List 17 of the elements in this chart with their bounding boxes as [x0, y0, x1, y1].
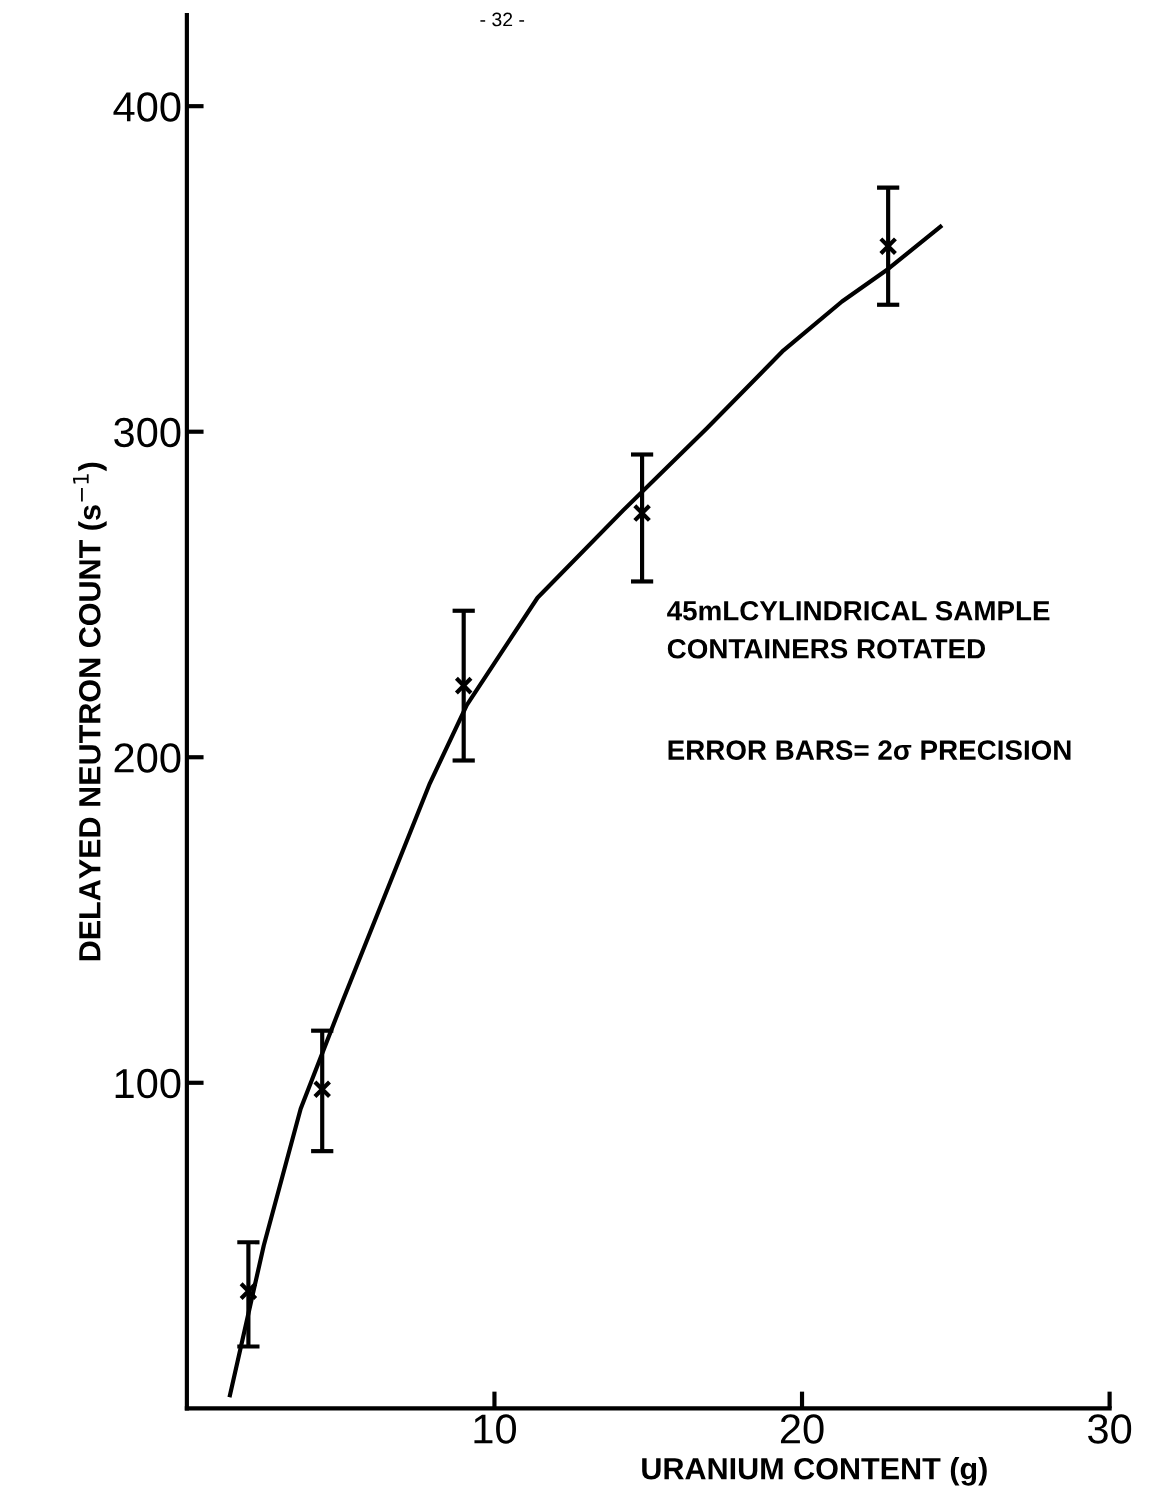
point [312, 1079, 332, 1099]
x-tick-label: 20 [780, 1414, 824, 1444]
point [239, 1281, 258, 1301]
point [878, 236, 898, 256]
point [454, 676, 474, 695]
y-tick-label: 100 [115, 1068, 181, 1099]
x-tick-label: 10 [474, 1414, 516, 1444]
annotation: ERROR BARS= 2σ PRECISION [668, 740, 1071, 760]
annotation: 45mLCYLINDRICAL SAMPLE CONTAINERS ROTATED [667, 600, 1050, 659]
y-tick-label: 400 [113, 92, 181, 122]
x-tick-label: 30 [1088, 1414, 1132, 1444]
point [632, 503, 652, 523]
y-tick-label: 300 [114, 417, 181, 448]
y-axis-title: DELAYED NEUTRON COUNT (s$^{−1}$) [73, 462, 107, 961]
y-tick-label: 200 [114, 743, 181, 773]
x-axis-title: URANIUM CONTENT (g) [642, 1457, 987, 1486]
annotation: - 32 - [480, 12, 525, 27]
